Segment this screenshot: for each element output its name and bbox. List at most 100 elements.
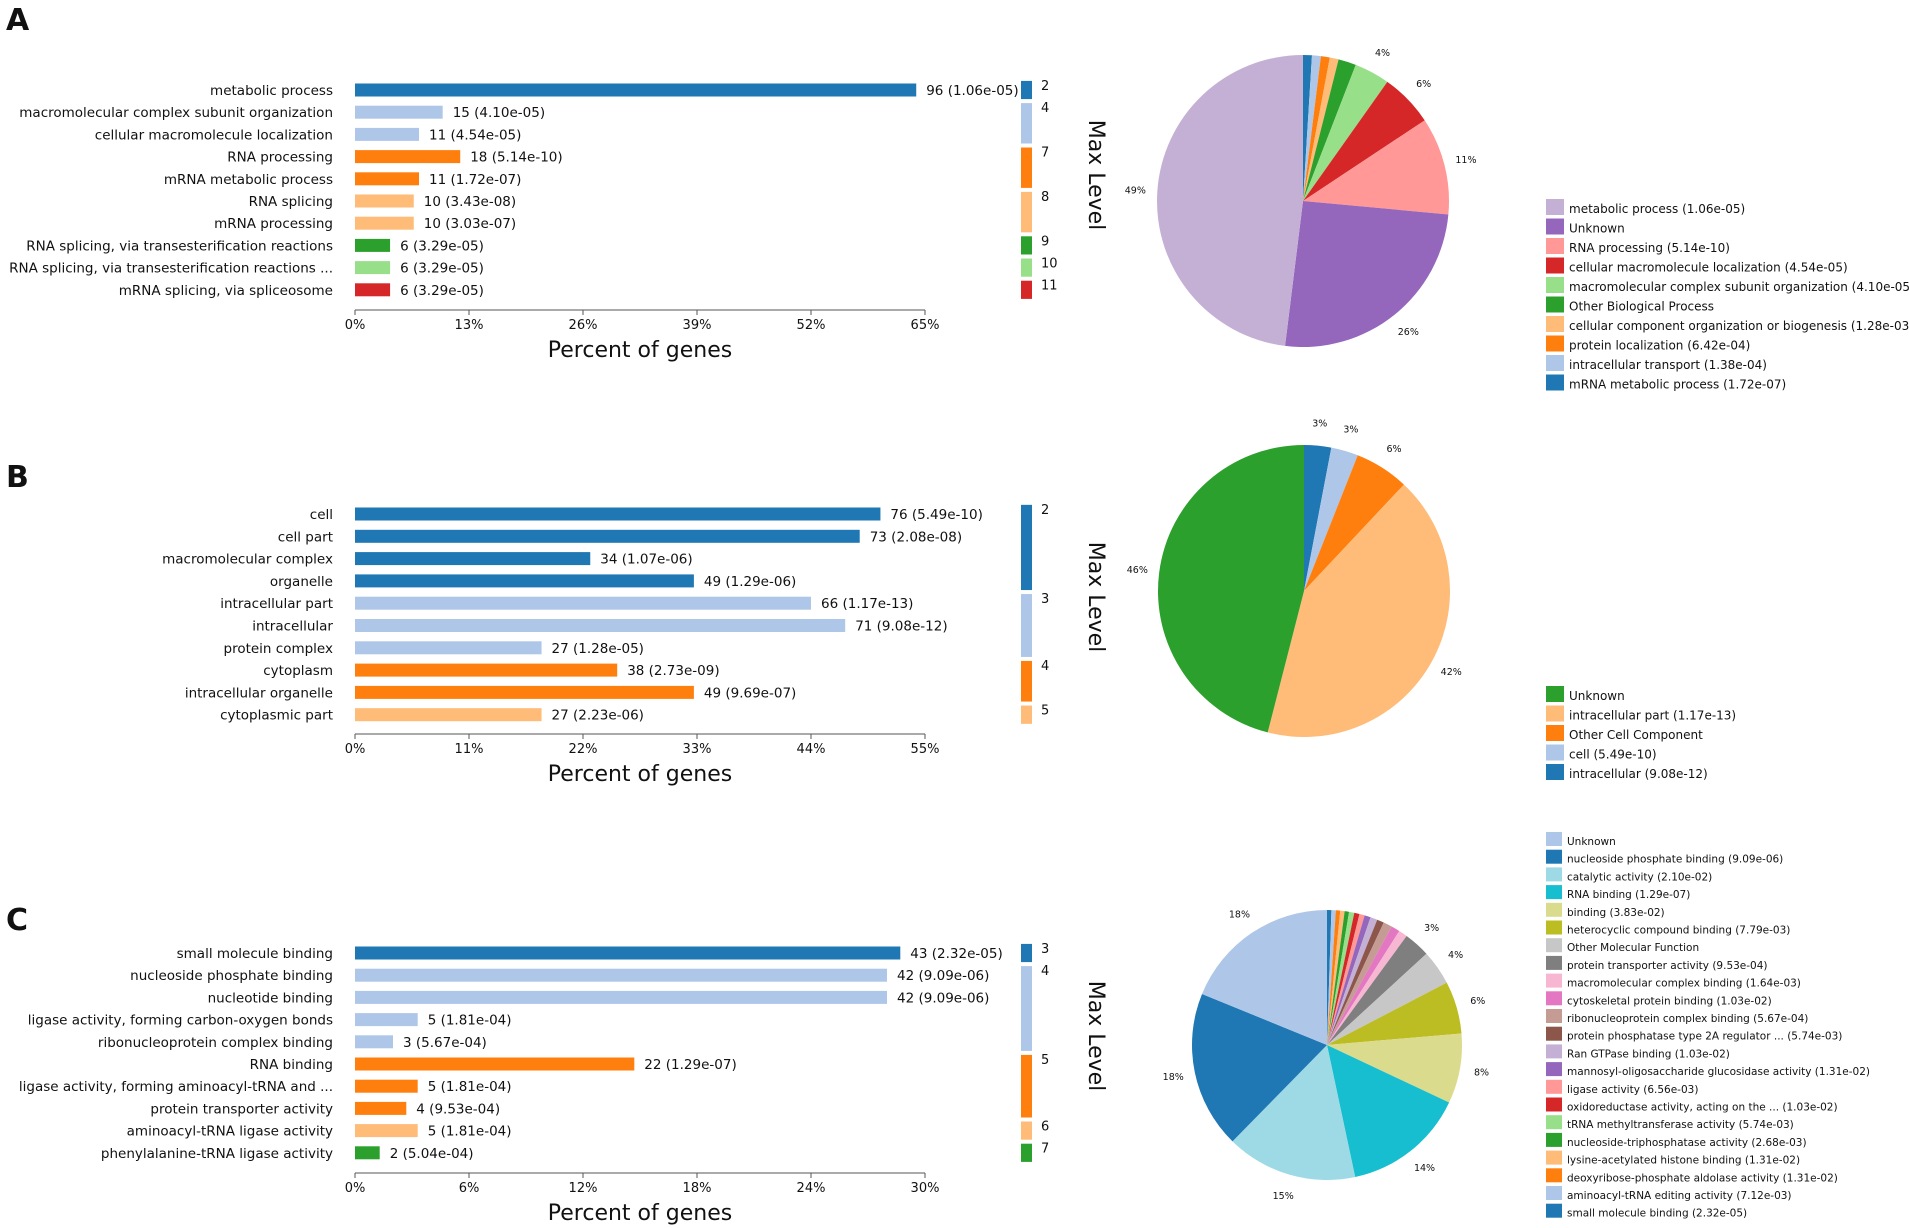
legend-label: cytoskeletal protein binding (1.03e-02) <box>1567 995 1772 1007</box>
level-segment <box>1021 80 1032 100</box>
pie-slice <box>1157 55 1303 346</box>
legend-swatch <box>1546 744 1564 761</box>
legend-label: intracellular transport (1.38e-04) <box>1569 358 1767 372</box>
legend-label: intracellular (9.08e-12) <box>1569 767 1708 781</box>
legend-swatch <box>1546 849 1562 864</box>
bar-value-label: 38 (2.73e-09) <box>627 663 719 679</box>
x-tick-label: 12% <box>569 1181 598 1196</box>
bar <box>355 1057 635 1071</box>
pie-slice <box>1327 1033 1462 1103</box>
pie-percent-label: 11% <box>1455 155 1476 166</box>
bar-category-label: macromolecular complex <box>162 552 333 568</box>
legend-swatch <box>1546 938 1562 953</box>
pie-percent-label: 26% <box>1398 327 1419 338</box>
legend-swatch <box>1546 257 1564 274</box>
pie-percent-label: 49% <box>1125 186 1146 197</box>
legend-swatch <box>1546 1009 1562 1023</box>
x-tick-label: 44% <box>797 742 826 757</box>
x-tick-label: 65% <box>911 318 940 333</box>
legend-label: Other Cell Component <box>1569 728 1703 742</box>
level-segment <box>1021 147 1032 188</box>
bar <box>355 529 860 543</box>
bar <box>355 1035 393 1049</box>
legend-swatch <box>1546 218 1564 235</box>
x-tick-label: 24% <box>797 1181 826 1196</box>
bar-category-label: cell <box>310 507 333 523</box>
bar <box>355 127 420 141</box>
x-tick-label: 55% <box>911 742 940 757</box>
legend-label: nucleoside-triphosphatase activity (2.68… <box>1567 1137 1807 1149</box>
level-segment <box>1021 103 1032 144</box>
panel-letter: B <box>6 460 29 495</box>
level-label: 10 <box>1041 257 1058 272</box>
pie-slice <box>1327 935 1427 1045</box>
bar-value-label: 34 (1.07e-06) <box>600 552 692 568</box>
legend-swatch <box>1546 277 1564 293</box>
level-segment <box>1021 966 1032 1051</box>
legend-swatch <box>1546 296 1564 313</box>
x-tick-label: 0% <box>345 318 366 333</box>
pie-slice <box>1303 56 1330 202</box>
bar-value-label: 73 (2.08e-08) <box>870 529 962 545</box>
level-label: 3 <box>1041 592 1049 607</box>
bar-category-label: nucleotide binding <box>208 990 333 1006</box>
pie-slice <box>1303 59 1356 201</box>
pie-slice <box>1303 120 1449 215</box>
pie-slice <box>1304 447 1358 591</box>
bar <box>355 552 591 566</box>
bar <box>355 150 461 164</box>
legend-label: cellular component organization or bioge… <box>1569 319 1909 333</box>
level-label: 4 <box>1041 659 1049 674</box>
pie-slice <box>1158 445 1304 733</box>
pie-percent-label: 3% <box>1312 419 1327 430</box>
legend-label: Unknown <box>1567 836 1616 848</box>
level-segment <box>1021 504 1032 591</box>
x-axis-title: Percent of genes <box>548 762 732 787</box>
pie-slice <box>1327 953 1447 1045</box>
bar-category-label: intracellular part <box>220 596 333 612</box>
legend-label: Other Biological Process <box>1569 300 1714 314</box>
level-segment <box>1021 1143 1032 1162</box>
bar-value-label: 3 (5.67e-04) <box>403 1035 487 1051</box>
legend-label: intracellular part (1.17e-13) <box>1569 709 1736 723</box>
pie-percent-label: 6% <box>1416 79 1431 90</box>
bar <box>355 261 391 275</box>
legend-label: Other Molecular Function <box>1567 942 1699 954</box>
level-segment <box>1021 1054 1032 1118</box>
bar <box>355 663 618 677</box>
pie-slice <box>1327 982 1462 1045</box>
bar <box>355 1124 418 1138</box>
legend-label: Ran GTPase binding (1.03e-02) <box>1567 1048 1730 1060</box>
bar-category-label: RNA splicing, via transesterification re… <box>9 261 333 277</box>
bar-category-label: mRNA processing <box>214 216 333 232</box>
bar <box>355 194 414 208</box>
level-segment <box>1021 943 1032 963</box>
pie-percent-label: 4% <box>1448 950 1463 961</box>
bar-category-label: small molecule binding <box>177 946 333 962</box>
legend-swatch <box>1546 1186 1562 1200</box>
level-segment <box>1021 191 1032 233</box>
bar-category-label: cell part <box>278 529 333 545</box>
legend-label: macromolecular complex subunit organizat… <box>1569 280 1909 294</box>
pie-slice <box>1304 445 1332 591</box>
bar-category-label: intracellular organelle <box>185 685 333 701</box>
legend-swatch <box>1546 764 1564 780</box>
level-segment <box>1021 705 1032 724</box>
level-label: 7 <box>1041 146 1049 161</box>
bar-value-label: 5 (1.81e-04) <box>428 1013 512 1029</box>
bar-category-label: RNA splicing <box>249 194 333 210</box>
x-tick-label: 39% <box>683 318 712 333</box>
legend-label: catalytic activity (2.10e-02) <box>1567 871 1712 883</box>
legend-label: heterocyclic compound binding (7.79e-03) <box>1567 925 1790 937</box>
pie-slice <box>1327 922 1392 1045</box>
bar-category-label: metabolic process <box>210 83 333 99</box>
legend-swatch <box>1546 199 1564 215</box>
bar-category-label: nucleoside phosphate binding <box>130 968 333 984</box>
x-axis-title: Percent of genes <box>548 338 732 363</box>
x-axis-title: Percent of genes <box>548 1201 732 1226</box>
bar-category-label: mRNA metabolic process <box>164 172 333 188</box>
pie-slice <box>1327 913 1365 1045</box>
x-tick-label: 0% <box>345 742 366 757</box>
